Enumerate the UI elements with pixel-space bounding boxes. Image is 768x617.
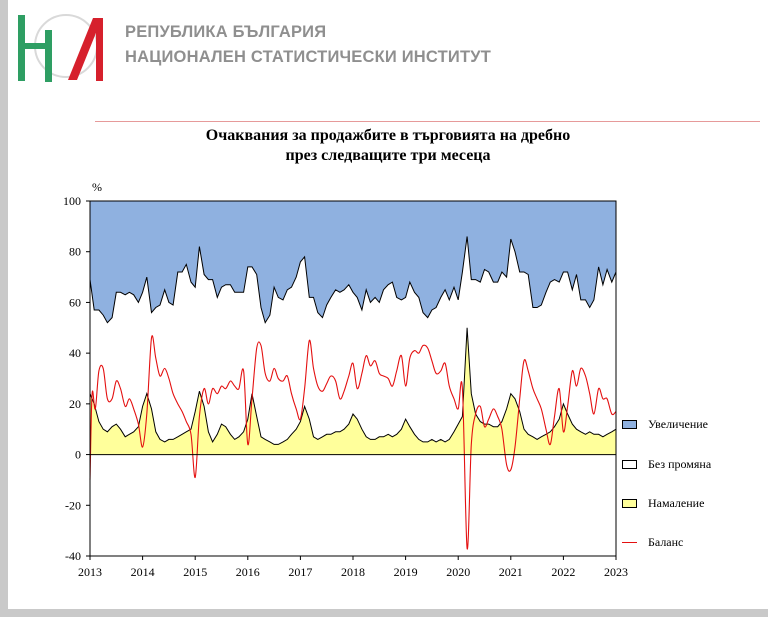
nsi-logo (18, 14, 103, 82)
x-tick-label: 2023 (604, 565, 628, 579)
legend-label-increase: Увеличение (648, 416, 709, 431)
org-line-1: РЕПУБЛИКА БЪЛГАРИЯ (125, 23, 327, 41)
x-tick-label: 2016 (236, 565, 260, 579)
chart-areas (89, 201, 617, 556)
chart-title: Очаквания за продажбите в търговията на … (88, 126, 688, 166)
y-tick-label: 60 (69, 295, 81, 309)
header-divider (95, 121, 760, 122)
y-tick-label: -20 (65, 498, 81, 512)
legend-swatch-increase (622, 419, 637, 429)
logo-red-diagonal (68, 18, 102, 80)
x-tick-label: 2014 (131, 565, 155, 579)
logo-red-bar (96, 18, 103, 81)
organization-name: РЕПУБЛИКА БЪЛГАРИЯ НАЦИОНАЛЕН СТАТИСТИЧЕ… (125, 20, 491, 70)
legend-line-balance (622, 541, 637, 543)
y-axis-label: % (92, 180, 102, 194)
legend-item-no-change: Без промяна (622, 456, 711, 472)
org-line-2: НАЦИОНАЛЕН СТАТИСТИЧЕСКИ ИНСТИТУТ (125, 48, 491, 66)
legend-label-decrease: Намаление (648, 495, 705, 510)
y-tick-label: 20 (69, 397, 81, 411)
boundary-increase (89, 236, 617, 324)
legend-swatch-no-change (622, 459, 637, 469)
boundary-decrease (89, 327, 617, 445)
x-tick-label: 2015 (183, 565, 207, 579)
x-tick-label: 2022 (551, 565, 575, 579)
x-tick-label: 2021 (499, 565, 523, 579)
legend-label-balance: Баланс (648, 534, 684, 549)
legend-item-increase: Увеличение (622, 416, 708, 432)
x-tick-label: 2019 (394, 565, 418, 579)
legend-item-balance: Баланс (622, 534, 683, 550)
x-tick-label: 2018 (341, 565, 365, 579)
x-tick-label: 2013 (78, 565, 102, 579)
chart-title-line-2: през следващите три месеца (285, 147, 491, 164)
chart-balance-line (89, 335, 617, 550)
y-tick-label: 0 (75, 448, 81, 462)
frame-left-border (0, 0, 8, 617)
area-increase (90, 201, 616, 323)
y-tick-label: 100 (63, 194, 81, 208)
chart-axes: -40 -20 0 20 40 60 80 100% 2013 2014 2015 2016 2017 2… (63, 180, 628, 579)
legend-swatch-decrease (622, 498, 637, 508)
x-tick-label: 2017 (288, 565, 312, 579)
series-line-balance (89, 335, 617, 550)
chart-legend: Увеличение Без промяна Намаление Баланс (622, 414, 762, 564)
area-decrease (90, 327, 616, 455)
y-tick-label: 80 (69, 245, 81, 259)
legend-item-decrease: Намаление (622, 495, 704, 511)
logo-green-bar-right (45, 30, 52, 82)
logo-green-crossbar (18, 43, 52, 49)
legend-label-no-change: Без промяна (648, 456, 712, 471)
chart-title-line-1: Очаквания за продажбите в търговията на … (205, 127, 571, 144)
y-tick-label: 40 (69, 346, 81, 360)
frame-bottom-border (0, 609, 768, 617)
x-tick-label: 2020 (446, 565, 470, 579)
y-tick-label: -40 (65, 549, 81, 563)
